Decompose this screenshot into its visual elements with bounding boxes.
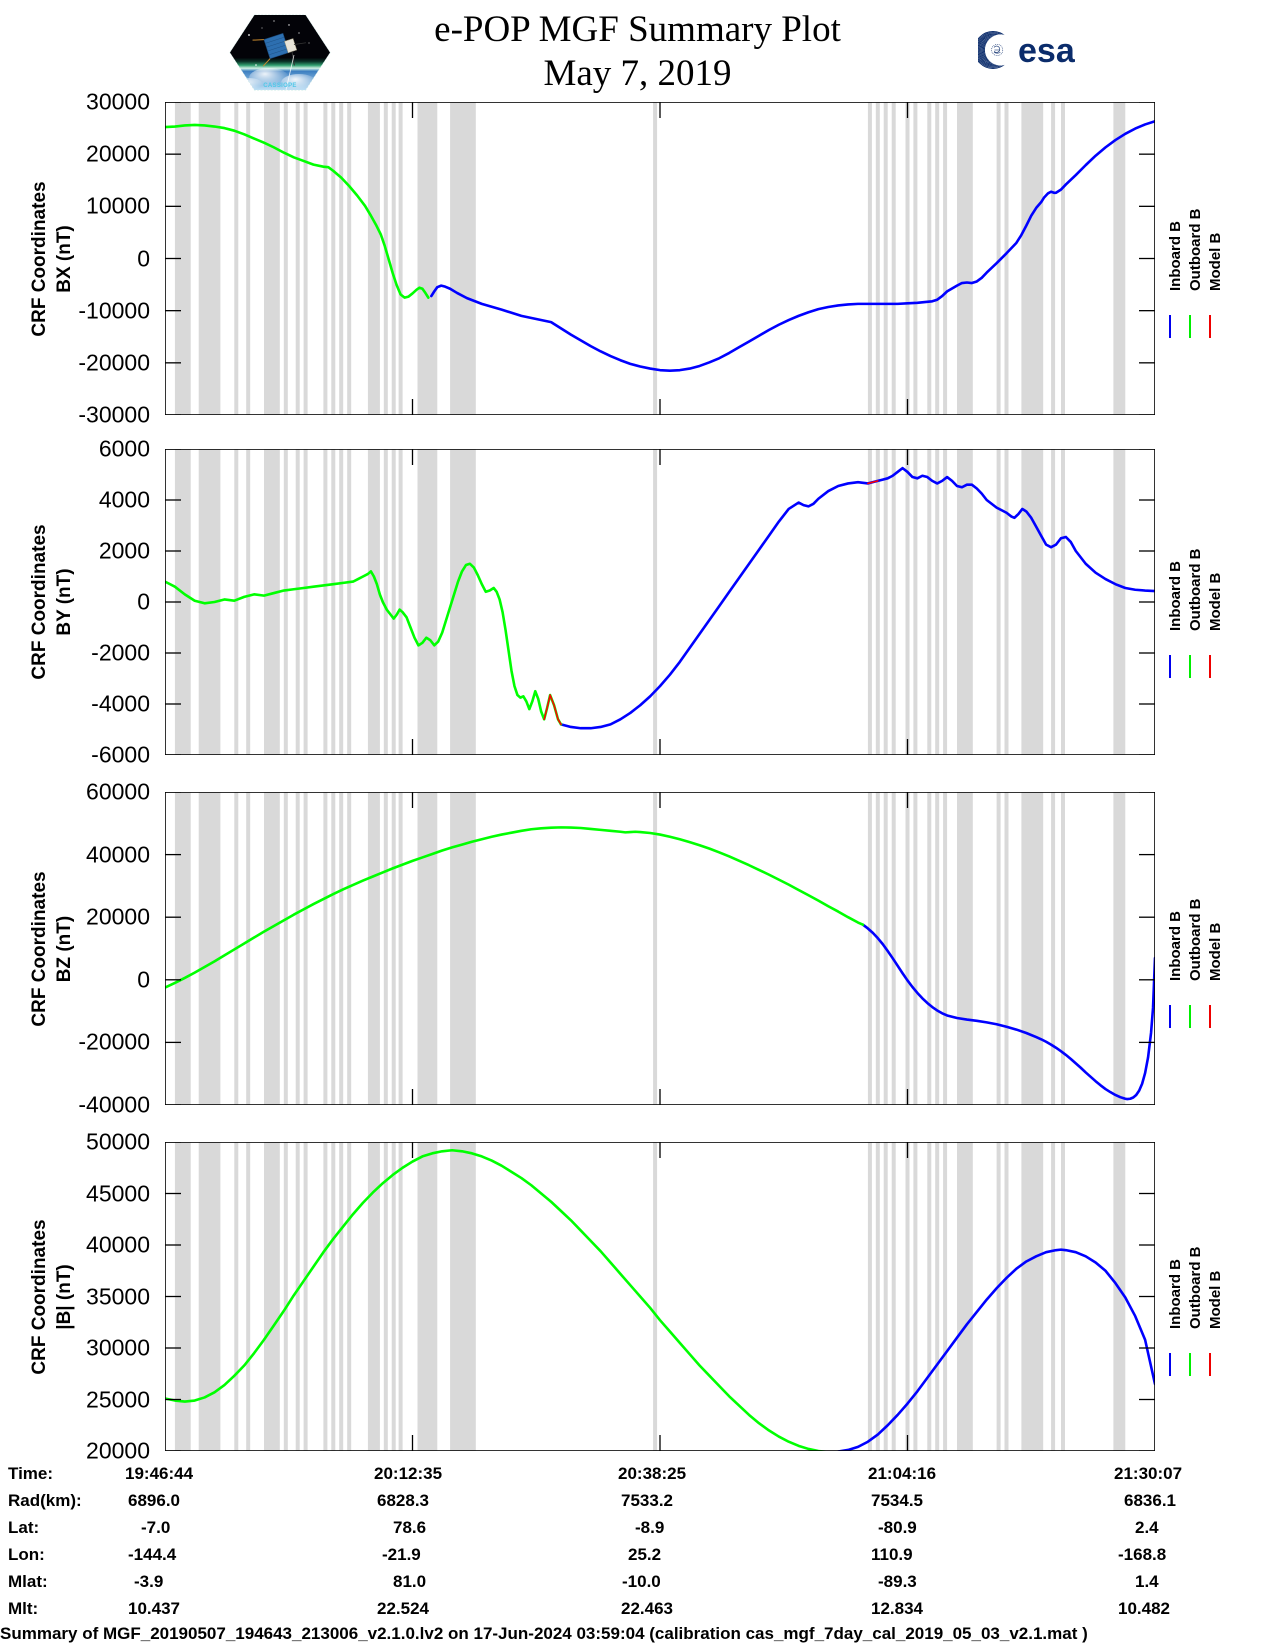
svg-text:CASSIOPE: CASSIOPE — [263, 83, 296, 89]
svg-text:esa: esa — [1018, 32, 1076, 70]
